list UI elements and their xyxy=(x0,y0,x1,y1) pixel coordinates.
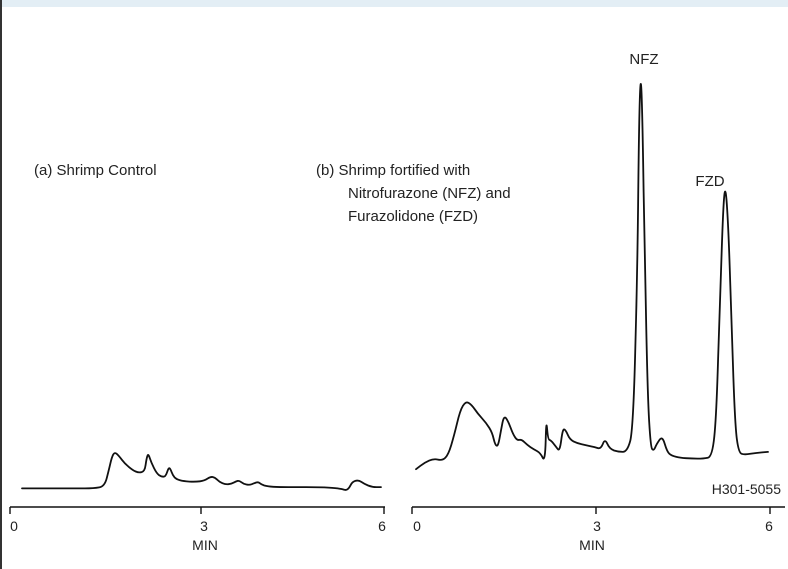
panel-a-title: (a) Shrimp Control xyxy=(34,162,157,179)
peak-label-fzd: FZD xyxy=(695,173,724,190)
panel-a-tick-label-0: 0 xyxy=(10,518,18,534)
peak-label-nfz: NFZ xyxy=(629,51,658,68)
left-border xyxy=(0,0,2,569)
panel-a-tick-label-3: 3 xyxy=(200,518,208,534)
panel-b-trace xyxy=(415,83,769,471)
panel-b-title-line-3: Furazolidone (FZD) xyxy=(348,208,478,225)
panel-b-x-label: MIN xyxy=(579,537,605,553)
figure-code: H301-5055 xyxy=(712,481,781,497)
panel-a-x-label: MIN xyxy=(192,537,218,553)
panel-a-tick-label-6: 6 xyxy=(378,518,386,534)
panel-b-title-line-2: Nitrofurazone (NFZ) and xyxy=(348,185,511,202)
panel-b-tick-label-0: 0 xyxy=(413,518,421,534)
panel-b-tick-label-3: 3 xyxy=(593,518,601,534)
panel-b-title: (b) Shrimp fortified with xyxy=(316,162,470,179)
top-band xyxy=(0,0,788,7)
panel-b-tick-label-6: 6 xyxy=(765,518,773,534)
panel-a-trace xyxy=(21,452,382,491)
panel-a: (a) Shrimp Control 0 3 6 MIN xyxy=(9,162,386,553)
panel-b: (b) Shrimp fortified with Nitrofurazone … xyxy=(316,51,785,553)
